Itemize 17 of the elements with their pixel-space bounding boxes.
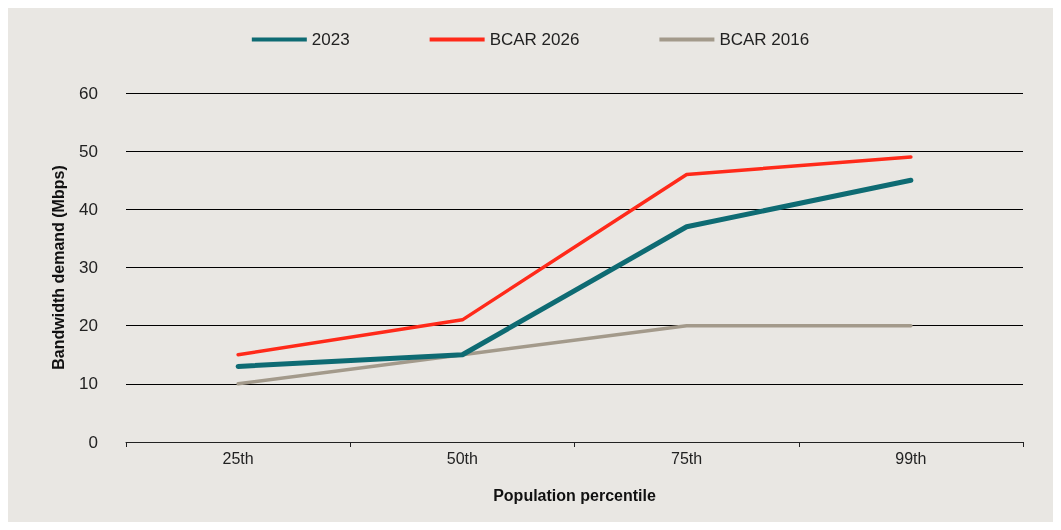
x-tick-label: 50th [446, 449, 478, 467]
y-tick-label: 60 [79, 83, 98, 103]
y-tick-label: 40 [79, 199, 98, 219]
y-tick-label: 50 [79, 141, 98, 161]
y-tick-label: 10 [79, 374, 98, 394]
legend-label: BCAR 2026 [489, 30, 580, 49]
line-series [236, 155, 913, 357]
y-tick-label: 30 [79, 258, 98, 277]
legend-label: 2023 [311, 30, 350, 49]
x-tick-label: 99th [895, 449, 927, 467]
legend-label: BCAR 2016 [719, 30, 810, 49]
x-axis-title: Population percentile [493, 486, 656, 504]
y-axis-title: Bandwidth demand (Mbps) [49, 165, 67, 370]
y-tick-label: 20 [79, 316, 98, 336]
y-tick-label: 0 [88, 432, 98, 452]
x-tick-label: 75th [671, 449, 703, 467]
x-tick-label: 25th [222, 449, 254, 467]
